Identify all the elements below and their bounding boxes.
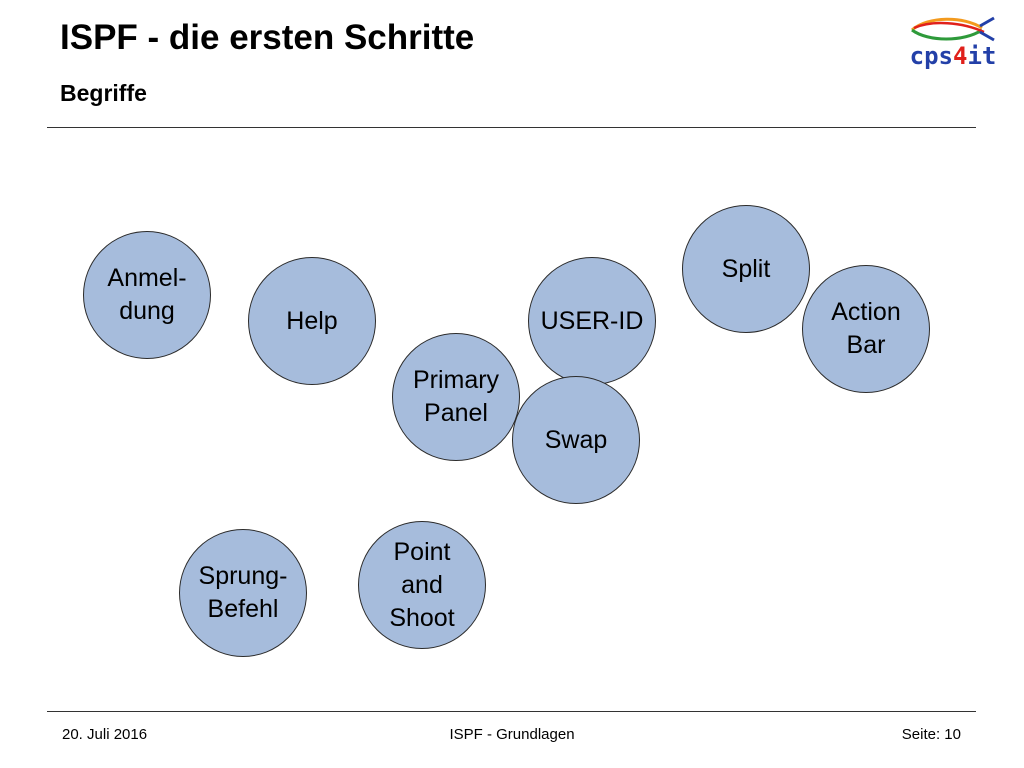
term-label: Split [721,254,771,283]
term-point-and-shoot: Point and Shoot [358,521,486,649]
term-user-id: USER-ID [528,257,656,385]
footer-date: 20. Juli 2016 [62,726,148,743]
cps4it-logo: cps4it [906,14,1000,72]
term-anmeldung: Anmel- dung [83,231,211,359]
logo-wordmark: cps4it [909,42,997,70]
term-primary-panel: Primary Panel [392,333,520,461]
term-swap: Swap [512,376,640,504]
slide-title: ISPF - die ersten Schritte [60,18,475,57]
term-action-bar: Action Bar [802,265,930,393]
footer-page-number: Seite: 10 [901,726,961,743]
slide-subtitle: Begriffe [60,80,147,106]
term-label: Action Bar [831,298,901,359]
header-divider [47,127,976,128]
term-sprung-befehl: Sprung- Befehl [179,529,307,657]
term-split: Split [682,205,810,333]
term-label: Help [286,306,338,335]
term-label: Anmel- dung [107,264,187,325]
term-label: Sprung- Befehl [198,562,288,623]
term-label: Swap [544,425,608,454]
term-label: USER-ID [540,306,644,335]
footer-divider [47,711,976,712]
term-label: Primary Panel [412,366,500,427]
term-label: Point and Shoot [389,537,455,632]
footer-topic: ISPF - Grundlagen [449,726,575,743]
term-help: Help [248,257,376,385]
fish-icon [911,16,995,42]
